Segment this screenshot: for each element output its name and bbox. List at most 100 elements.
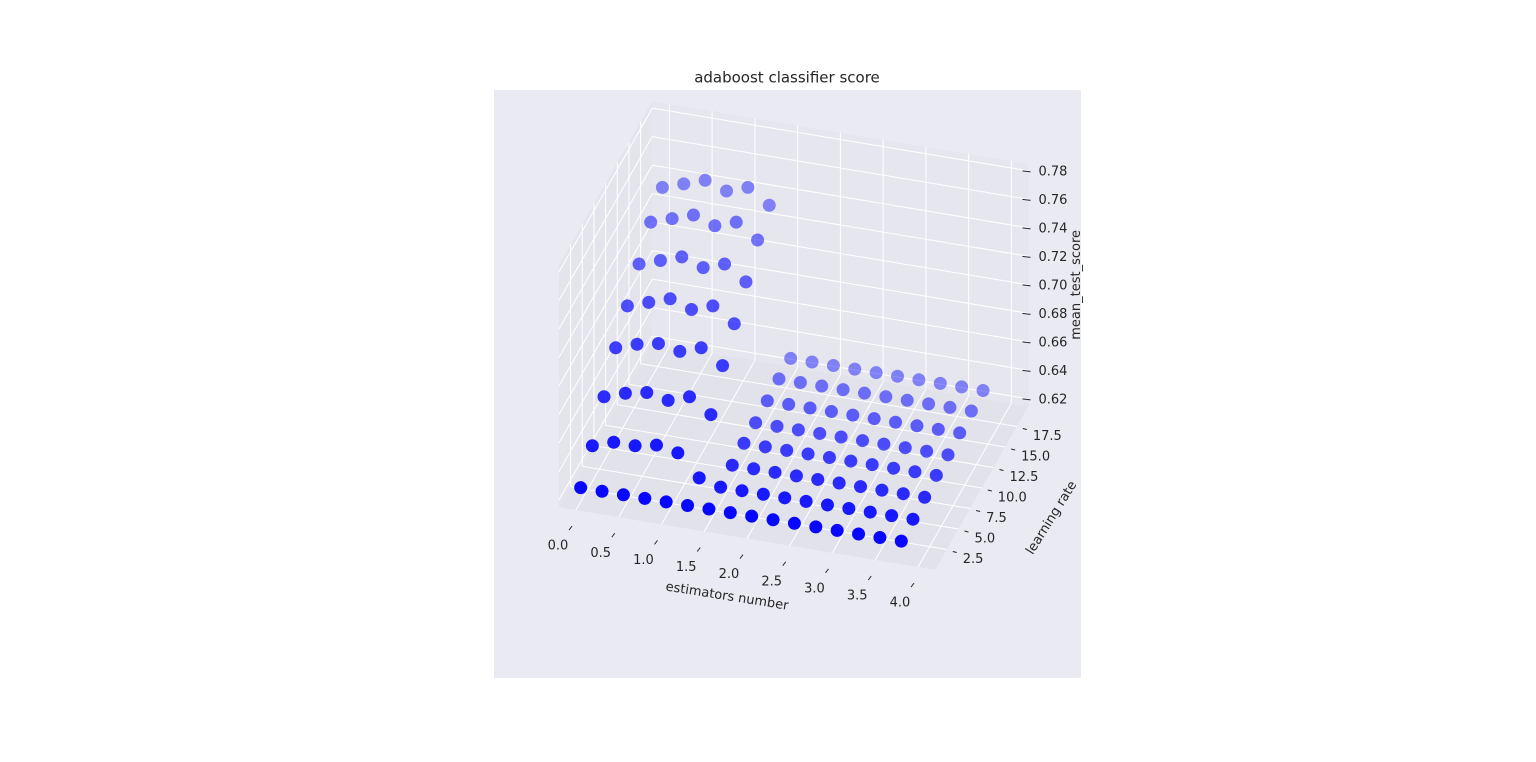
point xyxy=(815,379,829,393)
point xyxy=(922,397,936,411)
point xyxy=(799,494,813,508)
point xyxy=(671,446,685,460)
point xyxy=(931,422,945,436)
point xyxy=(920,444,934,458)
point xyxy=(976,383,990,397)
x-tick-mark xyxy=(568,525,573,531)
point xyxy=(912,373,926,387)
y-tick-label: 12.5 xyxy=(1009,470,1038,485)
point xyxy=(869,366,883,380)
x-tick-mark xyxy=(782,561,787,567)
grid-line xyxy=(652,164,1029,229)
point xyxy=(791,423,805,437)
point xyxy=(778,491,792,505)
point xyxy=(826,359,840,373)
grid-line xyxy=(640,363,1017,427)
z-tick-mark xyxy=(1022,341,1031,344)
point xyxy=(708,219,722,233)
grid-line xyxy=(652,107,1029,172)
point xyxy=(834,430,848,444)
grid-line xyxy=(558,107,653,273)
point xyxy=(677,177,691,191)
point xyxy=(809,520,823,534)
chart-title: adaboost classifier score xyxy=(694,69,880,87)
point xyxy=(830,523,844,537)
z-tick-label: 0.70 xyxy=(1039,278,1068,293)
point xyxy=(780,443,794,457)
point xyxy=(813,426,827,440)
x-tick-label: 0.0 xyxy=(548,539,569,554)
point xyxy=(640,386,654,400)
x-tick-label: 1.5 xyxy=(676,560,697,575)
y-tick-label: 5.0 xyxy=(974,531,995,546)
z-tick-label: 0.76 xyxy=(1039,193,1068,208)
point xyxy=(898,441,912,455)
z-tick-label: 0.68 xyxy=(1039,307,1068,322)
point xyxy=(865,458,879,472)
point xyxy=(842,502,856,515)
point xyxy=(684,302,698,316)
point xyxy=(910,419,924,433)
point xyxy=(854,480,868,494)
point xyxy=(832,476,846,490)
point xyxy=(811,472,825,486)
point xyxy=(644,215,658,229)
point xyxy=(683,390,697,404)
point xyxy=(933,376,947,390)
point xyxy=(857,386,871,400)
point xyxy=(574,481,588,495)
z-tick-mark xyxy=(1022,170,1031,173)
grid-line xyxy=(558,307,653,472)
point xyxy=(675,250,689,264)
point xyxy=(696,261,710,275)
point xyxy=(803,401,817,415)
point xyxy=(789,469,803,483)
z-axis-label: mean_test_score xyxy=(1069,230,1084,340)
y-tick-label: 15.0 xyxy=(1021,449,1050,464)
grid-line xyxy=(605,424,982,489)
point xyxy=(653,253,667,267)
x-tick-label: 2.5 xyxy=(761,574,782,589)
point xyxy=(896,487,910,501)
point xyxy=(885,509,899,523)
point xyxy=(665,212,679,226)
point xyxy=(681,498,695,512)
point xyxy=(900,393,914,407)
point xyxy=(686,208,700,222)
z-tick-mark xyxy=(1022,198,1031,201)
grid-line xyxy=(558,193,653,358)
point xyxy=(649,438,663,452)
point xyxy=(918,490,932,504)
x-tick-mark xyxy=(654,540,658,545)
x-tick-mark xyxy=(825,568,829,574)
grid-line xyxy=(652,221,1029,286)
point xyxy=(836,383,850,397)
x-tick-mark xyxy=(696,547,701,552)
grid-line xyxy=(652,307,1029,371)
point xyxy=(718,257,732,271)
point xyxy=(716,359,730,373)
point xyxy=(727,317,741,331)
point xyxy=(607,435,621,449)
point xyxy=(702,502,716,516)
point xyxy=(787,516,801,530)
point xyxy=(846,408,860,422)
point xyxy=(745,509,759,523)
point xyxy=(873,531,887,545)
y-tick-mark xyxy=(1022,427,1027,430)
point xyxy=(595,484,609,498)
point xyxy=(782,397,796,411)
y-tick-mark xyxy=(964,530,969,533)
point xyxy=(632,257,646,271)
point xyxy=(642,295,656,309)
z-tick-mark xyxy=(1022,398,1031,401)
point xyxy=(894,534,908,548)
point xyxy=(770,419,784,433)
x-tick-mark xyxy=(739,554,744,559)
y-tick-label: 2.5 xyxy=(963,552,984,567)
point xyxy=(749,416,763,430)
point xyxy=(651,337,665,351)
grid-line xyxy=(558,278,653,444)
point xyxy=(929,468,943,482)
point xyxy=(585,439,599,453)
